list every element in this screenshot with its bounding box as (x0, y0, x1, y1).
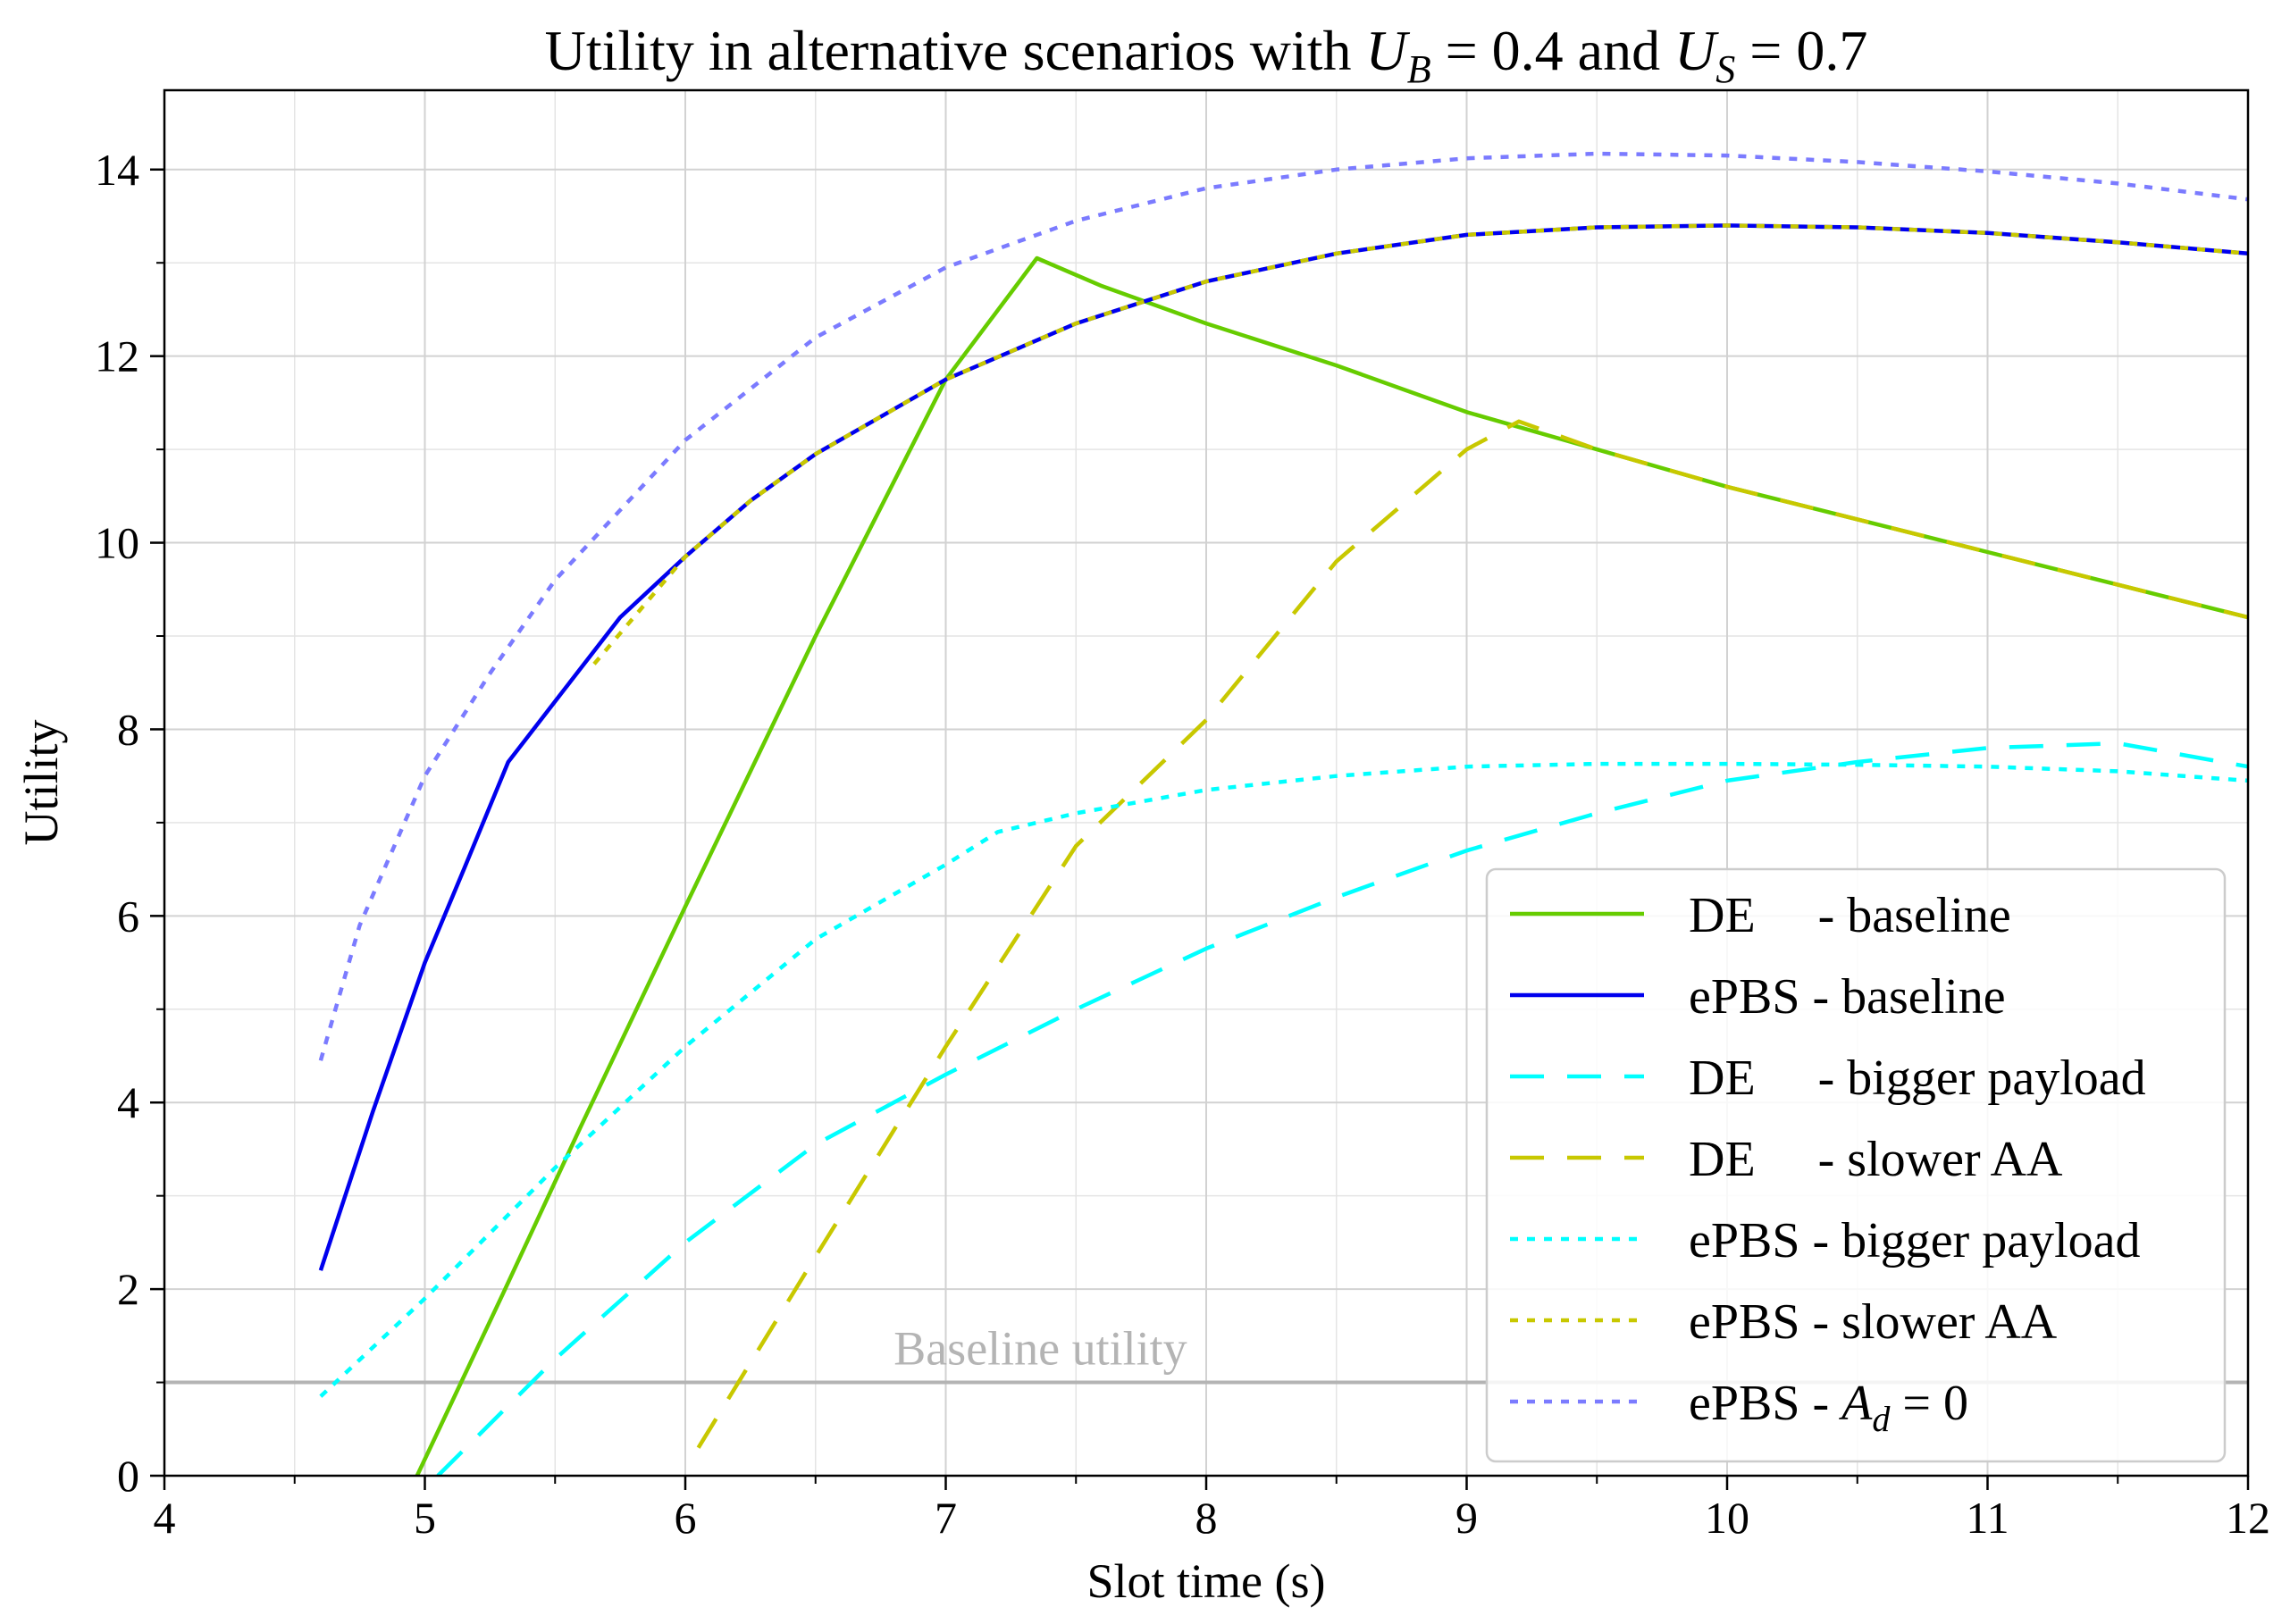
legend-label-6: ePBS - slower AA (1689, 1294, 2058, 1350)
y-tick-label: 12 (95, 331, 139, 381)
y-tick-label: 6 (117, 891, 139, 941)
series-line-7 (318, 151, 2248, 1061)
series-line-4 (696, 419, 2248, 1449)
chart-title: Utility in alternative scenarios with UB… (545, 19, 1868, 91)
axes: 4 5 6 7 8 9 10 11 12 0 2 4 6 8 10 12 14 (95, 145, 2270, 1543)
series-line-5 (319, 761, 2248, 1398)
legend-box (1485, 867, 2227, 1463)
series-line-6 (592, 223, 2248, 666)
x-tick-label: 6 (675, 1493, 697, 1543)
y-tick-label: 14 (95, 145, 139, 195)
title-prefix: Utility in alternative scenarios with (545, 19, 1366, 82)
legend-label-7: ePBS - Ad = 0 (1689, 1376, 1968, 1439)
y-tick-label: 8 (117, 704, 139, 754)
title-sub1: B (1407, 47, 1431, 91)
legend-label-5: ePBS - bigger payload (1689, 1213, 2140, 1268)
series-group (318, 151, 2248, 1476)
x-tick-label: 5 (414, 1493, 436, 1543)
x-tick-label: 4 (154, 1493, 176, 1543)
y-tick-label: 2 (117, 1264, 139, 1314)
title-sub2: S (1715, 47, 1735, 91)
legend-label-1: DE - baseline (1689, 888, 2011, 943)
x-tick-label: 8 (1195, 1493, 1218, 1543)
y-axis-label: Utility (14, 719, 68, 845)
x-tick-label: 12 (2226, 1493, 2270, 1543)
baseline-label: Baseline utility (893, 1322, 1187, 1376)
title-eq2: = 0.7 (1735, 19, 1867, 82)
legend-label-4: DE - slower AA (1689, 1132, 2063, 1187)
x-tick-label: 10 (1705, 1493, 1749, 1543)
y-tick-label: 10 (95, 518, 139, 568)
title-var2: U (1674, 19, 1719, 82)
legend: DE - baseline ePBS - baseline DE - bigger … (1485, 867, 2227, 1463)
legend-label-3: DE - bigger payload (1689, 1051, 2146, 1106)
x-tick-label: 9 (1455, 1493, 1478, 1543)
y-tick-label: 4 (117, 1077, 139, 1127)
title-eq1: = 0.4 and (1431, 19, 1675, 82)
x-tick-label: 7 (935, 1493, 957, 1543)
title-var1: U (1365, 19, 1410, 82)
x-tick-label: 11 (1966, 1493, 2009, 1543)
x-axis-label: Slot time (s) (1087, 1554, 1326, 1608)
y-tick-label: 0 (117, 1451, 139, 1501)
legend-label-2: ePBS - baseline (1689, 969, 2006, 1025)
